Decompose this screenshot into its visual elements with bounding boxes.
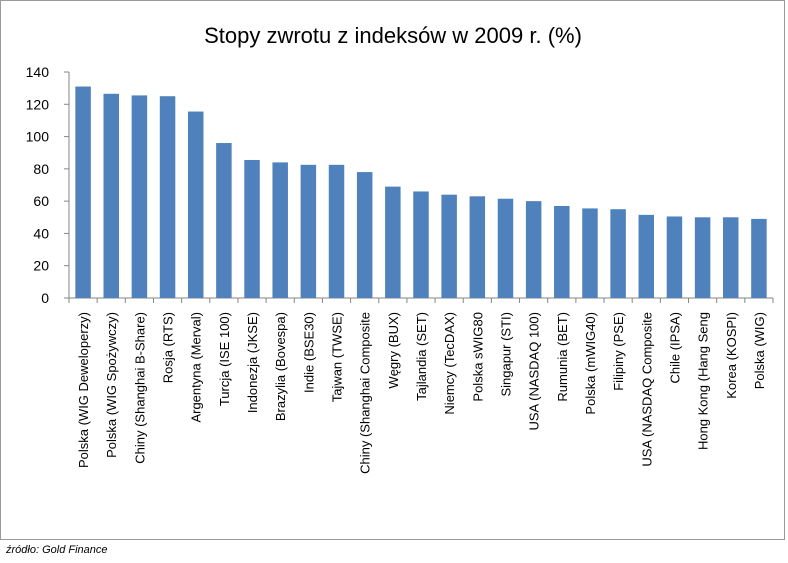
y-tick-label: 40 <box>33 225 49 241</box>
bar <box>497 198 514 298</box>
bar-chart: Stopy zwrotu z indeksów w 2009 r. (%) 0 2… <box>26 23 774 474</box>
bar <box>525 201 542 298</box>
category-label: Brazylia (Bovespa) <box>273 312 288 421</box>
bar <box>413 191 429 298</box>
category-label: Turcja (ISE 100) <box>217 312 232 406</box>
category-label: Indonezja (JKSE) <box>245 312 260 413</box>
category-label: Tajwan (TWSE) <box>330 312 345 402</box>
category-label: Polska (WIG Spożywczy) <box>104 312 119 458</box>
bar <box>751 218 767 298</box>
y-tick-label: 0 <box>41 290 49 306</box>
bar <box>272 162 288 298</box>
bar <box>103 93 119 299</box>
bar <box>244 159 260 298</box>
source-note: źródło: Gold Finance <box>6 544 108 556</box>
bar <box>187 111 204 298</box>
category-label: Korea (KOSPI) <box>724 312 739 399</box>
y-tick-label: 120 <box>26 96 50 112</box>
y-tick-label: 60 <box>33 193 49 209</box>
bars <box>75 86 767 299</box>
category-label: Polska (WIG Deweloperzy) <box>76 312 91 468</box>
category-label: Argentyna (Merval) <box>189 312 204 423</box>
bar <box>131 95 148 299</box>
category-label: USA (NASDAQ Composite <box>639 312 654 467</box>
bar <box>385 186 401 298</box>
bar <box>469 196 486 298</box>
category-label: Węgry (BUX) <box>386 312 401 389</box>
bar <box>610 209 626 298</box>
category-label: Singapur (STI) <box>498 312 513 397</box>
category-label: Rosja (RTS) <box>161 312 176 383</box>
category-label: Chile (IPSA) <box>667 312 682 384</box>
bar <box>356 172 373 298</box>
y-tick-label: 80 <box>33 161 49 177</box>
y-tick-label: 20 <box>33 258 49 274</box>
bar <box>216 143 232 298</box>
bar <box>554 205 570 298</box>
category-label: Indie (BSE30) <box>301 312 316 393</box>
axes: 0 20 40 60 80 100 120 140 <box>26 64 774 306</box>
category-label: Polska (WIG) <box>752 312 767 389</box>
category-label: Niemcy (TecDAX) <box>442 312 457 415</box>
bar <box>638 214 655 298</box>
bar <box>582 208 598 298</box>
chart-frame: Stopy zwrotu z indeksów w 2009 r. (%) 0 2… <box>0 0 785 540</box>
category-label: Chiny (Shanghai B-Share) <box>132 312 147 464</box>
category-label: Polska sWIG80 <box>470 312 485 402</box>
bar <box>441 194 457 298</box>
y-tick-label: 140 <box>26 64 50 80</box>
category-label: Hong Kong (Hang Seng <box>696 312 711 450</box>
category-label: Polska (mWIG40) <box>583 312 598 415</box>
y-tick-label: 100 <box>26 129 50 145</box>
bar <box>666 216 683 298</box>
category-label: USA (NASDAQ 100) <box>527 312 542 431</box>
bar <box>159 96 176 298</box>
category-labels: Polska (WIG Deweloperzy) Polska (WIG Spoż… <box>76 312 767 474</box>
category-label: Tajlandia (SET) <box>414 312 429 401</box>
bar <box>75 86 91 299</box>
bar <box>300 164 317 298</box>
bar <box>328 164 345 298</box>
bar <box>723 217 739 298</box>
chart-title: Stopy zwrotu z indeksów w 2009 r. (%) <box>204 23 582 48</box>
bar <box>694 217 711 298</box>
category-label: Rumunia (BET) <box>555 312 570 402</box>
category-label: Chiny (Shanghai Composite <box>358 312 373 474</box>
category-label: Filipiny (PSE) <box>611 312 626 391</box>
